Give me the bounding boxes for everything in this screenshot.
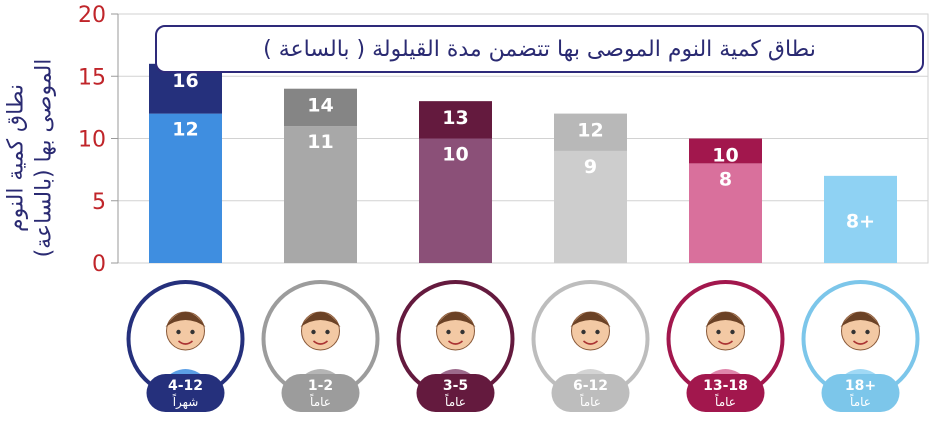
bar-lower-label: 8+ [846, 210, 875, 232]
bar-upper-label: 10 [712, 145, 738, 167]
bar-upper [284, 88, 357, 127]
age-label-pill [686, 374, 765, 412]
person-eye-icon [460, 329, 465, 335]
bar-lower [689, 163, 762, 263]
age-range-label: 6-12 [573, 378, 608, 394]
person-hair-icon [165, 312, 206, 327]
age-label-pill [821, 374, 900, 412]
y-axis-label-line-1: نطاق كمية النوم [3, 84, 29, 232]
age-unit-label: عاماً [850, 393, 871, 409]
person-hair-icon [705, 312, 746, 327]
person-mouth-icon [177, 340, 194, 345]
bar-lower-label: 8 [719, 168, 732, 190]
bar-lower-label: 9 [584, 156, 597, 178]
person-eye-icon [716, 329, 721, 335]
chart-title-box: نطاق كمية النوم الموصى بها تتضمن مدة الق… [155, 25, 924, 73]
person-mouth-icon [312, 340, 329, 345]
y-tick-label: 15 [78, 65, 106, 90]
age-label-pill [416, 374, 495, 412]
bar-lower-label: 10 [442, 144, 468, 166]
person-eye-icon [851, 329, 856, 335]
age-unit-label: شهراً [172, 393, 198, 410]
chart-title: نطاق كمية النوم الموصى بها تتضمن مدة الق… [263, 36, 816, 62]
person-eye-icon [446, 329, 451, 335]
person-eye-icon [176, 329, 181, 335]
person-hair-icon [300, 312, 341, 327]
bar-upper-label: 16 [172, 70, 198, 92]
person-eye-icon [581, 329, 586, 335]
bar-upper-label: 13 [442, 107, 468, 129]
age-unit-label: عاماً [580, 393, 601, 409]
age-range-label: 3-5 [443, 378, 468, 394]
y-tick-label: 20 [78, 3, 106, 28]
age-range-label: 4-12 [168, 378, 203, 394]
person-hair-icon [570, 312, 611, 327]
person-hair-icon [840, 312, 881, 327]
y-tick-label: 10 [78, 128, 106, 153]
age-label-pill [146, 374, 225, 412]
person-mouth-icon [582, 340, 599, 345]
bar-lower [419, 138, 492, 263]
bar-upper-label: 12 [577, 120, 603, 142]
person-eye-icon [190, 329, 195, 335]
person-eye-icon [311, 329, 316, 335]
bar-lower [284, 126, 357, 263]
person-eye-icon [730, 329, 735, 335]
bar-lower [824, 175, 897, 263]
bar-lower [149, 113, 222, 263]
bar-lower-label: 11 [307, 131, 333, 153]
person-eye-icon [595, 329, 600, 335]
person-mouth-icon [447, 340, 464, 345]
age-unit-label: عاماً [445, 393, 466, 409]
person-eye-icon [865, 329, 870, 335]
age-group-badge: 18+عاماً [801, 280, 920, 412]
y-axis-label: نطاق كمية النوم الموصى بها (بالساعة) [3, 36, 59, 281]
age-label-pill [551, 374, 630, 412]
age-range-label: 18+ [845, 378, 876, 394]
y-axis-label-line-2: الموصى بها (بالساعة) [31, 58, 57, 258]
bar-lower [554, 150, 627, 263]
person-mouth-icon [852, 340, 869, 345]
bar-upper [419, 101, 492, 139]
bar-upper-label: 14 [307, 95, 333, 117]
bar-lower-label: 12 [172, 119, 198, 141]
age-range-label: 1-2 [308, 378, 333, 394]
bar-upper [554, 113, 627, 151]
person-hair-icon [435, 312, 476, 327]
age-label-pill [281, 374, 360, 412]
age-unit-label: عاماً [715, 393, 736, 409]
age-range-label: 13-18 [703, 378, 748, 394]
bar-upper [689, 138, 762, 164]
person-eye-icon [325, 329, 330, 335]
y-tick-label: 5 [92, 190, 106, 215]
y-tick-label: 0 [92, 252, 106, 277]
age-unit-label: عاماً [310, 393, 331, 409]
person-mouth-icon [717, 340, 734, 345]
